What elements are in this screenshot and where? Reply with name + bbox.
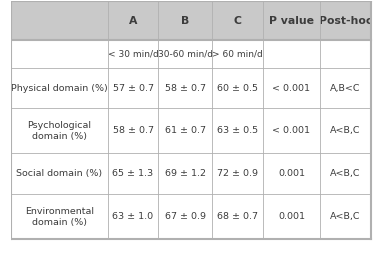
Text: Environmental
domain (%): Environmental domain (%) bbox=[25, 207, 94, 227]
Bar bbox=[158, 40, 212, 68]
Bar bbox=[212, 40, 263, 68]
Bar bbox=[108, 194, 158, 239]
Text: 60 ± 0.5: 60 ± 0.5 bbox=[217, 83, 258, 92]
Bar bbox=[108, 1, 158, 40]
Bar bbox=[320, 40, 371, 68]
Text: 72 ± 0.9: 72 ± 0.9 bbox=[217, 169, 258, 178]
Bar bbox=[11, 194, 108, 239]
Bar bbox=[263, 68, 320, 108]
Bar bbox=[263, 194, 320, 239]
Bar bbox=[320, 194, 371, 239]
Bar bbox=[263, 153, 320, 194]
Bar bbox=[263, 40, 320, 68]
Bar bbox=[108, 153, 158, 194]
Text: < 30 min/d: < 30 min/d bbox=[108, 50, 158, 59]
Text: 63 ± 0.5: 63 ± 0.5 bbox=[217, 126, 258, 135]
Bar bbox=[108, 40, 158, 68]
Text: 63 ± 1.0: 63 ± 1.0 bbox=[112, 212, 154, 221]
Bar bbox=[263, 1, 320, 40]
Bar bbox=[320, 1, 371, 40]
Text: B: B bbox=[181, 16, 189, 26]
Bar bbox=[11, 68, 108, 108]
Bar bbox=[158, 153, 212, 194]
Bar bbox=[11, 153, 108, 194]
Text: Psychological
domain (%): Psychological domain (%) bbox=[27, 121, 91, 141]
Text: 67 ± 0.9: 67 ± 0.9 bbox=[165, 212, 206, 221]
Text: 0.001: 0.001 bbox=[278, 212, 305, 221]
Bar bbox=[11, 1, 108, 40]
Text: 65 ± 1.3: 65 ± 1.3 bbox=[112, 169, 154, 178]
Text: P value: P value bbox=[269, 16, 314, 26]
Text: A,B<C: A,B<C bbox=[330, 83, 361, 92]
Text: C: C bbox=[233, 16, 241, 26]
Text: A<B,C: A<B,C bbox=[330, 126, 361, 135]
Bar bbox=[212, 194, 263, 239]
Bar bbox=[320, 108, 371, 153]
Text: < 0.001: < 0.001 bbox=[272, 83, 310, 92]
Bar bbox=[212, 108, 263, 153]
Text: 68 ± 0.7: 68 ± 0.7 bbox=[217, 212, 258, 221]
Text: Post-hoc: Post-hoc bbox=[319, 16, 372, 26]
Bar bbox=[212, 68, 263, 108]
Text: 61 ± 0.7: 61 ± 0.7 bbox=[165, 126, 206, 135]
Bar bbox=[263, 108, 320, 153]
Text: 58 ± 0.7: 58 ± 0.7 bbox=[112, 126, 154, 135]
Text: 30-60 min/d: 30-60 min/d bbox=[158, 50, 213, 59]
Bar bbox=[320, 68, 371, 108]
Text: Physical domain (%): Physical domain (%) bbox=[11, 83, 108, 92]
Bar bbox=[11, 40, 108, 68]
Text: Social domain (%): Social domain (%) bbox=[16, 169, 102, 178]
Text: A<B,C: A<B,C bbox=[330, 212, 361, 221]
Text: 0.001: 0.001 bbox=[278, 169, 305, 178]
Text: A<B,C: A<B,C bbox=[330, 169, 361, 178]
Bar bbox=[108, 68, 158, 108]
Bar bbox=[212, 153, 263, 194]
Bar bbox=[212, 1, 263, 40]
Text: < 0.001: < 0.001 bbox=[272, 126, 310, 135]
Bar bbox=[158, 108, 212, 153]
Bar bbox=[158, 68, 212, 108]
Bar bbox=[320, 153, 371, 194]
Text: 58 ± 0.7: 58 ± 0.7 bbox=[165, 83, 206, 92]
Text: > 60 min/d: > 60 min/d bbox=[212, 50, 263, 59]
Bar bbox=[158, 194, 212, 239]
Bar bbox=[11, 108, 108, 153]
Text: A: A bbox=[129, 16, 137, 26]
Bar bbox=[108, 108, 158, 153]
Text: 69 ± 1.2: 69 ± 1.2 bbox=[165, 169, 206, 178]
Bar bbox=[158, 1, 212, 40]
Text: 57 ± 0.7: 57 ± 0.7 bbox=[112, 83, 154, 92]
